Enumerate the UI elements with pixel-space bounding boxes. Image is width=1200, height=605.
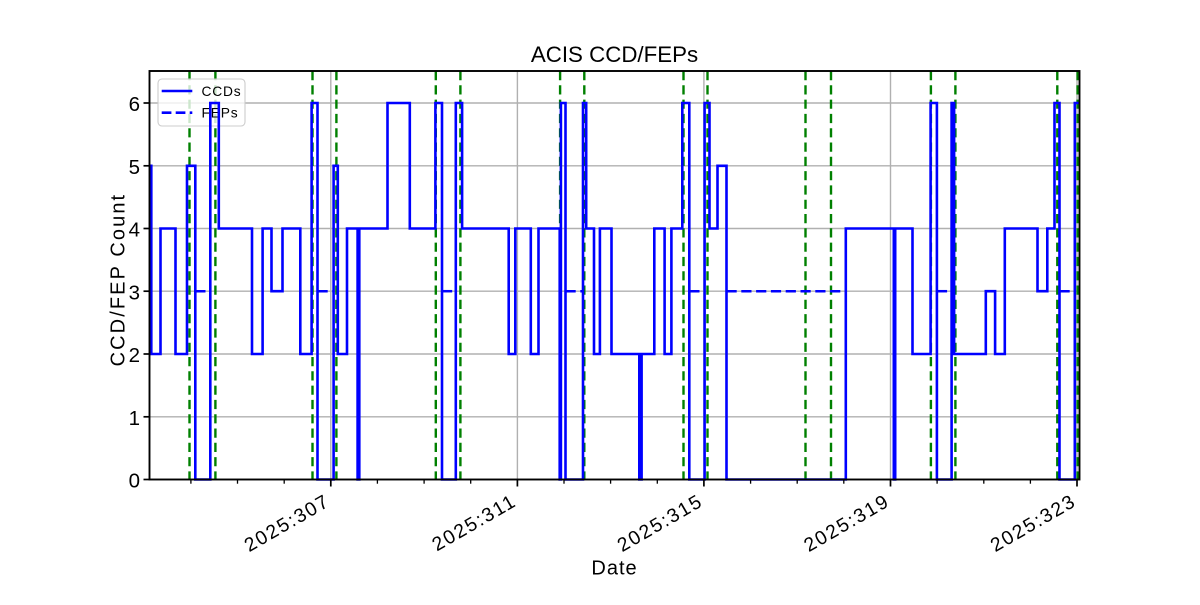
svg-text:1: 1 [129, 407, 140, 430]
svg-text:CCD/FEP Count: CCD/FEP Count [107, 193, 129, 367]
svg-text:3: 3 [129, 281, 140, 304]
svg-text:0: 0 [129, 470, 140, 493]
svg-text:2: 2 [129, 344, 140, 367]
svg-text:Date: Date [591, 558, 637, 580]
svg-text:6: 6 [129, 93, 140, 116]
svg-text:5: 5 [129, 156, 140, 179]
svg-text:4: 4 [129, 219, 140, 242]
svg-text:ACIS CCD/FEPs: ACIS CCD/FEPs [531, 42, 698, 67]
svg-text:CCDs: CCDs [202, 84, 242, 99]
